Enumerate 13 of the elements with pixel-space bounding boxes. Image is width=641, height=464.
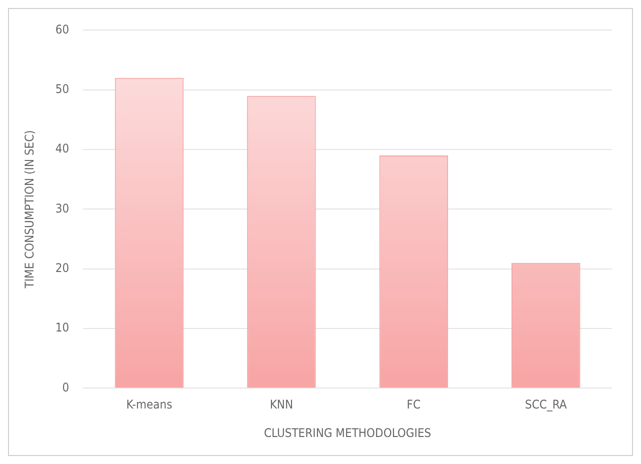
y-tick-label: 20: [55, 260, 70, 275]
x-axis-title: CLUSTERING METHODOLOGIES: [264, 426, 432, 440]
y-axis-title: TIME CONSUMPTION (IN SEC): [22, 130, 36, 290]
y-tick-label: 0: [62, 380, 70, 394]
y-tick-label: 50: [55, 82, 70, 96]
x-tick-label: K-means: [126, 398, 173, 412]
y-tick-label: 10: [55, 320, 70, 335]
y-tick-label: 60: [55, 22, 70, 36]
x-tick-label: FC: [406, 398, 421, 412]
x-tick-label: KNN: [270, 398, 294, 412]
y-tick-label: 30: [55, 201, 70, 216]
y-tick-label: 40: [55, 142, 70, 156]
x-tick-label: SCC_RA: [525, 398, 568, 412]
